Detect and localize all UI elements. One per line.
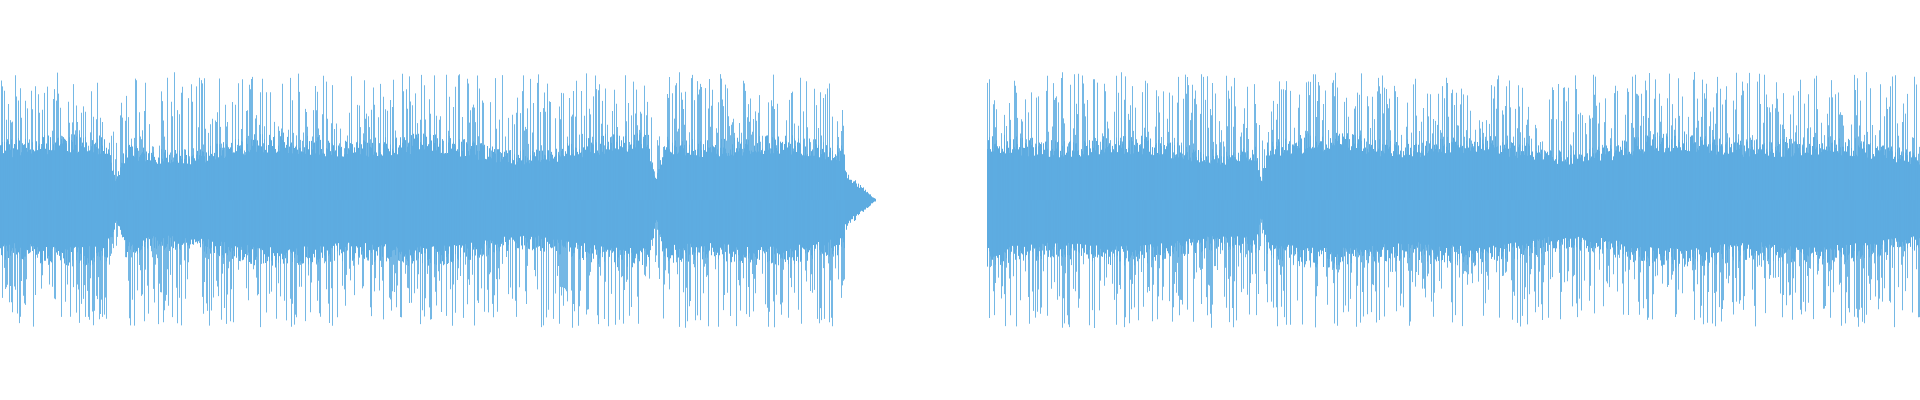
waveform-peaks (1, 72, 1920, 328)
